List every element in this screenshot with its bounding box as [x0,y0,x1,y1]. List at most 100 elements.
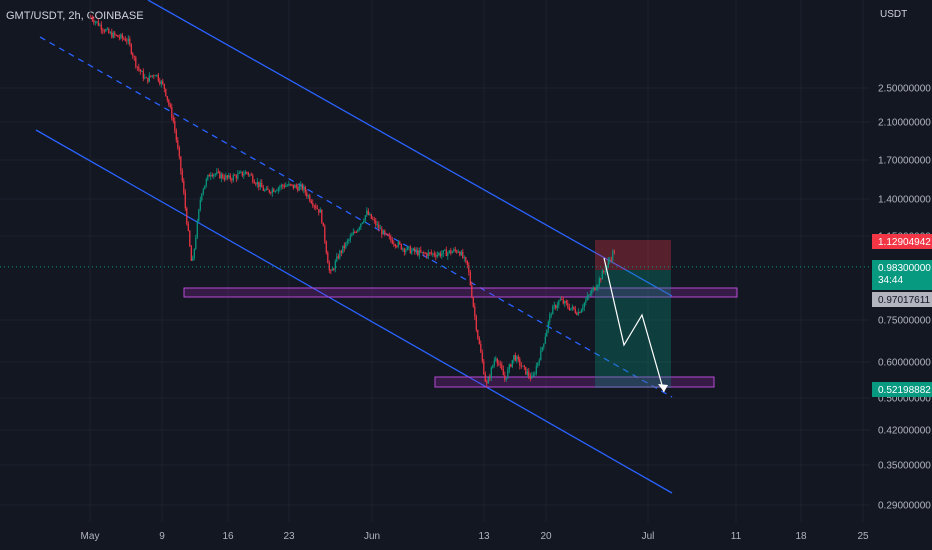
candle-body-72 [198,209,200,221]
price-tick-label: 1.40000000 [878,195,931,206]
candle-body-231 [436,254,438,257]
candle-body-60 [180,156,182,171]
candle-body-85 [217,171,219,173]
candle-body-256 [474,306,476,317]
candle-body-1 [91,16,93,21]
candle-body-255 [472,297,474,307]
candle-body-326 [579,312,581,313]
candle-body-134 [291,184,293,186]
candle-body-183 [364,215,366,221]
candle-body-347 [610,259,612,261]
candle-body-186 [369,214,371,215]
candle-body-91 [226,175,228,178]
candle-body-107 [250,174,252,176]
candle-body-113 [259,182,261,187]
candle-body-280 [510,364,512,367]
candle-body-128 [282,184,284,186]
candle-body-198 [387,233,389,236]
candle-body-314 [561,299,563,301]
candle-body-68 [192,257,194,261]
candle-body-259 [478,338,480,344]
candle-body-292 [528,371,530,377]
candle-body-191 [376,224,378,226]
candle-body-119 [268,189,270,193]
time-tick-label: Jul [642,531,655,542]
candle-body-171 [346,240,348,243]
candle-body-253 [469,271,471,286]
level-price-badge-text: 0.97017611 [878,295,931,306]
candle-body-238 [447,252,449,257]
candle-body-26 [129,38,131,45]
price-tick-label: 1.70000000 [878,156,931,167]
candle-body-239 [448,250,450,253]
candle-body-261 [481,352,483,362]
candle-body-247 [460,251,462,256]
candle-body-199 [388,235,390,237]
candle-body-157 [325,241,327,253]
candle-body-161 [331,269,333,271]
chart-symbol-title[interactable]: GMT/USDT, 2h, COINBASE [6,10,144,22]
candle-body-59 [178,147,180,157]
candle-body-101 [241,171,243,176]
candle-body-89 [223,178,225,180]
time-tick-label: 25 [857,531,869,542]
candle-body-10 [105,29,107,32]
candle-body-176 [354,231,356,233]
candle-body-295 [532,374,534,376]
candle-body-217 [415,250,417,252]
candle-body-278 [507,369,509,379]
projected-path-arrowhead [658,384,668,392]
candle-body-54 [171,107,173,118]
candle-body-335 [592,287,594,291]
candle-body-257 [475,316,477,331]
candle-body-179 [358,227,360,230]
candle-body-109 [253,181,255,184]
time-tick-label: 16 [222,531,234,542]
candle-body-33 [139,69,141,72]
candle-body-243 [454,249,456,251]
candle-body-76 [204,185,206,190]
candle-body-0 [90,16,92,18]
candle-body-47 [160,81,162,84]
candle-body-145 [307,195,309,197]
candle-body-79 [208,174,210,177]
candle-body-133 [289,183,291,185]
time-tick-label: 20 [540,531,552,542]
candle-body-319 [568,307,570,310]
candle-body-301 [541,347,543,350]
candle-body-269 [493,360,495,366]
candle-body-35 [142,71,144,79]
price-tick-label: 0.35000000 [878,461,931,472]
candle-body-226 [429,252,431,254]
candle-body-297 [535,366,537,374]
candle-body-201 [391,239,393,244]
candle-body-213 [409,246,411,254]
candle-body-190 [375,220,377,226]
candle-body-304 [546,330,548,337]
candle-body-272 [498,363,500,365]
candle-body-42 [153,75,155,77]
candle-body-96 [234,175,236,177]
candle-body-154 [321,209,323,223]
candle-body-264 [486,381,488,384]
candle-body-225 [427,252,429,257]
candle-body-342 [603,271,605,273]
chart-grid [0,0,870,522]
candle-body-348 [612,251,614,260]
candle-body-94 [231,179,233,181]
candle-body-69 [193,248,195,258]
candle-body-289 [523,365,525,367]
candle-body-170 [345,242,347,248]
candle-body-227 [430,252,432,254]
candle-body-300 [540,349,542,361]
candle-body-126 [279,186,281,188]
target-price-badge: 0.52198882 [872,382,932,397]
candle-body-313 [559,299,561,301]
candle-body-43 [154,75,156,77]
candle-body-57 [175,130,177,141]
candle-body-210 [405,249,407,252]
candle-body-67 [190,246,192,261]
